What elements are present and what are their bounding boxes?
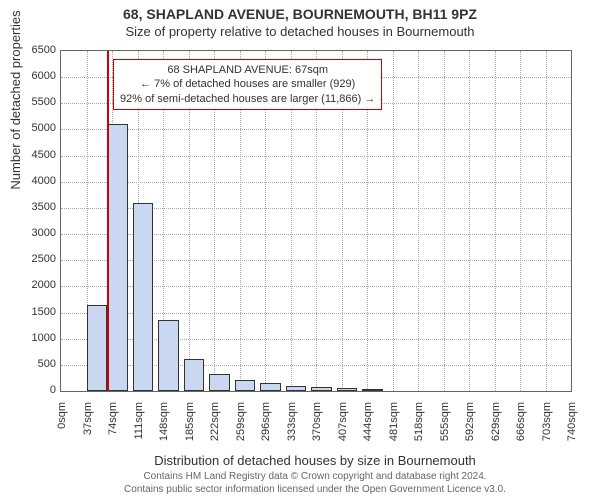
gridline-v [495, 51, 496, 391]
histogram-bar [107, 124, 127, 391]
xtick-label: 0sqm [56, 402, 68, 452]
credits-line: Contains HM Land Registry data © Crown c… [60, 471, 570, 484]
xtick-label: 111sqm [133, 402, 145, 452]
xtick-label: 444sqm [362, 402, 374, 452]
histogram-bar [184, 359, 204, 391]
histogram-bar [260, 383, 280, 391]
ytick-label: 0 [16, 384, 56, 396]
page-title: 68, SHAPLAND AVENUE, BOURNEMOUTH, BH11 9… [0, 0, 600, 22]
credits: Contains HM Land Registry data © Crown c… [60, 471, 570, 496]
annotation-line: 68 SHAPLAND AVENUE: 67sqm [120, 63, 375, 77]
xtick-label: 222sqm [209, 402, 221, 452]
xtick-label: 481sqm [388, 402, 400, 452]
xtick-label: 666sqm [515, 402, 527, 452]
xtick-label: 703sqm [541, 402, 553, 452]
ytick-label: 3500 [16, 201, 56, 213]
annotation-box: 68 SHAPLAND AVENUE: 67sqm← 7% of detache… [113, 59, 382, 110]
ytick-label: 500 [16, 358, 56, 370]
marker-line [107, 51, 109, 391]
xtick-label: 518sqm [413, 402, 425, 452]
ytick-label: 1500 [16, 306, 56, 318]
xtick-label: 370sqm [311, 402, 323, 452]
ytick-label: 5000 [16, 122, 56, 134]
ytick-label: 2500 [16, 253, 56, 265]
chart-container: 68, SHAPLAND AVENUE, BOURNEMOUTH, BH11 9… [0, 0, 600, 500]
histogram-bar [87, 305, 107, 391]
histogram-bar [286, 386, 306, 391]
histogram-bar [158, 320, 178, 391]
histogram-bar [337, 388, 357, 391]
xtick-label: 296sqm [260, 402, 272, 452]
ytick-label: 1000 [16, 332, 56, 344]
histogram-bar [235, 380, 255, 392]
xtick-label: 74sqm [107, 402, 119, 452]
histogram-bar [311, 387, 331, 391]
xtick-label: 555sqm [439, 402, 451, 452]
ytick-label: 4000 [16, 175, 56, 187]
xtick-label: 259sqm [235, 402, 247, 452]
annotation-line: 92% of semi-detached houses are larger (… [120, 92, 375, 106]
credits-line: Contains public sector information licen… [60, 484, 570, 497]
annotation-line: ← 7% of detached houses are smaller (929… [120, 77, 375, 91]
ytick-label: 6500 [16, 44, 56, 56]
y-axis-label: Number of detached properties [8, 0, 23, 220]
ytick-label: 6000 [16, 70, 56, 82]
xtick-label: 629sqm [490, 402, 502, 452]
xtick-label: 37sqm [82, 402, 94, 452]
ytick-label: 5500 [16, 96, 56, 108]
ytick-label: 4500 [16, 149, 56, 161]
gridline-v [469, 51, 470, 391]
page-subtitle: Size of property relative to detached ho… [0, 22, 600, 43]
xtick-label: 740sqm [566, 402, 578, 452]
xtick-label: 185sqm [184, 402, 196, 452]
gridline-v [546, 51, 547, 391]
gridline-v [393, 51, 394, 391]
xtick-label: 592sqm [464, 402, 476, 452]
xtick-label: 407sqm [337, 402, 349, 452]
gridline-v [444, 51, 445, 391]
histogram-bar [209, 374, 229, 391]
ytick-label: 3000 [16, 227, 56, 239]
xtick-label: 333sqm [286, 402, 298, 452]
histogram-bar [133, 203, 153, 391]
xtick-label: 148sqm [158, 402, 170, 452]
gridline-v [520, 51, 521, 391]
x-axis-label: Distribution of detached houses by size … [60, 453, 570, 468]
ytick-label: 2000 [16, 279, 56, 291]
gridline-v [418, 51, 419, 391]
plot-area: 68 SHAPLAND AVENUE: 67sqm← 7% of detache… [60, 50, 572, 392]
histogram-bar [362, 389, 382, 391]
